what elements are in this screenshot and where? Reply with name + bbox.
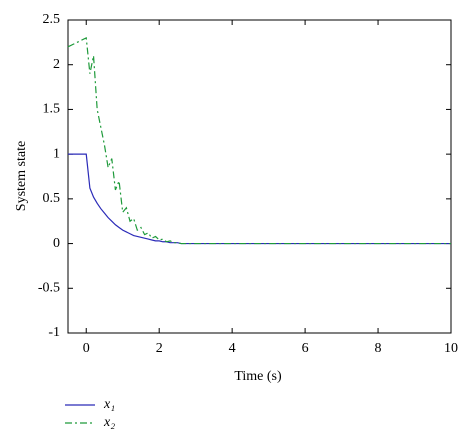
legend-label: x₁ bbox=[103, 397, 115, 412]
y-axis-label: System state bbox=[14, 141, 29, 211]
y-tick-label: 1 bbox=[53, 146, 60, 161]
y-tick-label: 2 bbox=[53, 57, 60, 72]
y-tick-label: 0 bbox=[53, 236, 60, 251]
y-tick-label: 2.5 bbox=[43, 12, 61, 27]
y-tick-label: -0.5 bbox=[38, 281, 60, 296]
y-tick-label: 1.5 bbox=[43, 102, 61, 117]
x-axis-label: Time (s) bbox=[234, 369, 282, 384]
x-tick-label: 6 bbox=[302, 341, 309, 356]
x-tick-label: 8 bbox=[375, 341, 382, 356]
legend-label: x₂ bbox=[103, 415, 115, 430]
series-line bbox=[67, 36, 451, 245]
x-tick-label: 0 bbox=[83, 341, 90, 356]
y-tick-label: 0.5 bbox=[43, 191, 61, 206]
x-tick-label: 4 bbox=[229, 341, 236, 356]
plot-frame bbox=[67, 19, 452, 334]
x-tick-label: 2 bbox=[156, 341, 163, 356]
y-tick-label: -1 bbox=[48, 325, 60, 340]
x-tick-label: 10 bbox=[444, 341, 458, 356]
series-line bbox=[68, 153, 451, 245]
